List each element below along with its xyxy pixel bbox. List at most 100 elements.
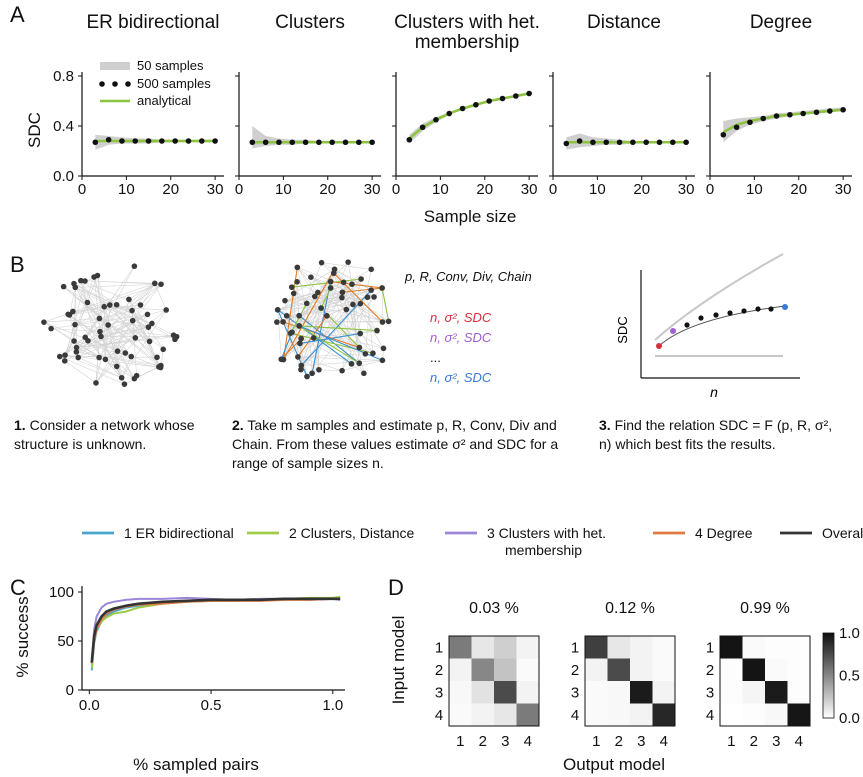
net1-edge-40 (64, 276, 95, 361)
net1-node-1 (146, 338, 153, 345)
a1-point-500-5 (159, 138, 165, 144)
d-cell-0-1-3 (516, 658, 539, 681)
net2-sampled-edge-15 (280, 332, 293, 360)
d-col-label-2-1: 2 (750, 733, 758, 750)
a1-xtick-label-0: 0 (78, 181, 86, 198)
a1-ytick-label-1: 0.4 (53, 118, 74, 135)
a3-title: Clusters with het. (394, 12, 540, 33)
d-cell-0-3-1 (471, 703, 494, 726)
legend-analytical-label: analytical (137, 93, 191, 108)
d-col-label-1-3: 4 (660, 733, 668, 750)
panel-c-letter: C (10, 575, 26, 600)
a5-point-500-1 (733, 124, 740, 131)
net1-node-47 (48, 325, 54, 332)
a5-point-500-9 (840, 106, 846, 113)
d-cell-0-3-2 (494, 703, 517, 726)
net1-edge-18 (73, 340, 132, 357)
net2-node-37 (318, 259, 325, 266)
a1-point-500-9 (212, 138, 218, 144)
a5-point-500-8 (827, 108, 833, 114)
net1-node-2 (129, 307, 135, 314)
net2-node-22 (340, 279, 347, 286)
net1-node-50 (113, 363, 120, 370)
net1-edge-133 (103, 306, 106, 360)
d-cell-1-0-0 (585, 636, 608, 659)
net1-node-42 (78, 277, 84, 284)
net2-node-44 (295, 354, 301, 360)
net1-node-29 (41, 319, 47, 325)
a2-point-500-7 (342, 139, 349, 146)
net2-node-43 (324, 313, 330, 319)
net2-node-31 (370, 350, 376, 357)
a2-point-500-5 (316, 139, 322, 146)
net2-node-32 (309, 370, 315, 377)
net2-edge-128 (290, 269, 335, 334)
net2-node-7 (316, 366, 322, 373)
d-row-label-2-0: 1 (706, 639, 714, 656)
a4-title: Distance (587, 12, 661, 33)
net1-node-40 (126, 296, 132, 303)
net2-node-20 (343, 306, 350, 313)
d-colorbar-tick-1: 0.5 (839, 668, 860, 685)
net2-sampled-edge-0 (298, 315, 360, 364)
net1-edge-43 (121, 356, 132, 378)
d-colorbar-tick-2: 0.0 (839, 710, 860, 727)
d-row-label-1-0: 1 (571, 639, 579, 656)
d-cell-1-3-2 (630, 703, 653, 726)
a1-ytick-label-0: 0.0 (53, 168, 74, 185)
d-cell-0-2-3 (516, 681, 539, 704)
net1-node-28 (91, 274, 97, 280)
legend-c-label-1: 2 Clusters, Distance (289, 525, 414, 541)
net2-node-52 (331, 266, 338, 273)
net1-node-30 (102, 356, 109, 363)
a2-xtick-label-0: 0 (235, 181, 243, 198)
net2-edge-95 (334, 269, 378, 331)
net2-edge-129 (297, 353, 366, 358)
d-cell-2-0-2 (765, 636, 788, 659)
d-row-label-0-2: 3 (435, 684, 443, 701)
a4-xtick-label-0: 0 (549, 181, 557, 198)
net1-node-7 (72, 321, 78, 328)
a2-band-50-samples (252, 126, 373, 149)
d-cell-1-3-3 (652, 703, 675, 726)
a4-xtick-label-2: 20 (633, 181, 650, 198)
net1-node-21 (61, 358, 68, 364)
d-col-label-0-3: 4 (524, 733, 532, 750)
d-cell-0-0-3 (516, 636, 539, 659)
a3-point-500-3 (446, 110, 453, 117)
a2-point-500-1 (262, 139, 269, 146)
net1-node-41 (129, 317, 136, 324)
estimate-line-0: n, σ², SDC (430, 310, 492, 325)
a2-point-500-8 (356, 139, 362, 146)
net2-sampled-edge-1 (342, 287, 383, 293)
a2-point-500-0 (249, 139, 256, 146)
a1-point-500-7 (185, 138, 192, 144)
d-cell-2-1-1 (742, 658, 765, 681)
net1-edge-110 (75, 287, 133, 311)
net2-node-54 (297, 340, 303, 347)
net1-edge-96 (108, 309, 167, 326)
d-matrix-frame-1 (584, 635, 676, 727)
d-cell-0-1-2 (494, 658, 517, 681)
net2-edge-69 (293, 269, 335, 294)
network-unknown (41, 263, 180, 387)
inset-point-blue (782, 304, 788, 310)
a5-xtick-label-3: 30 (835, 181, 852, 198)
a1-ytick-label-2: 0.8 (53, 68, 74, 85)
net1-edge-127 (78, 357, 122, 379)
a5-xtick-label-2: 20 (790, 181, 807, 198)
a4-point-500-5 (630, 139, 636, 146)
a2-point-500-6 (329, 139, 335, 146)
net1-edge-107 (85, 283, 162, 338)
net2-edge-100 (311, 287, 383, 374)
net1-edge-147 (76, 310, 133, 353)
d-matrix-frame-2 (719, 635, 811, 727)
inset-point-1 (684, 322, 690, 328)
net2-node-49 (274, 319, 280, 325)
inset-point-red (656, 343, 662, 349)
net1-edge-69 (80, 280, 117, 306)
c-xtick-label-1: 0.5 (201, 697, 222, 714)
d-row-label-2-1: 2 (706, 662, 714, 679)
net1-edge-139 (76, 337, 136, 353)
